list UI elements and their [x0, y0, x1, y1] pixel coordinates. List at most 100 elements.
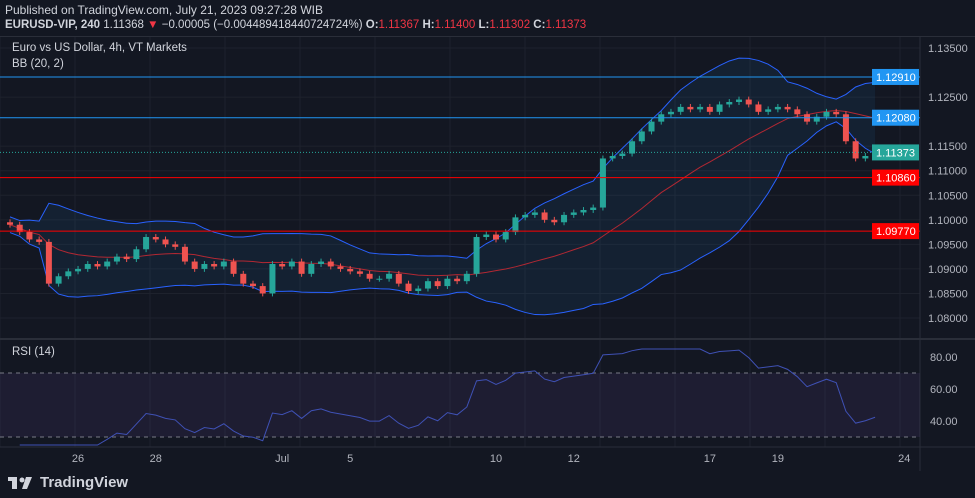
- price-tick-label: 1.13500: [928, 43, 968, 55]
- candle-body: [852, 141, 859, 159]
- price-tick-label: 1.08000: [928, 313, 968, 325]
- low-label: L:: [478, 19, 490, 31]
- candle-body: [580, 210, 587, 213]
- level-price-label: 1.12910: [876, 72, 916, 84]
- candle-body: [667, 111, 674, 115]
- price-tick-label: 1.11500: [928, 141, 967, 153]
- candle-body: [677, 106, 684, 112]
- candle-body: [454, 278, 461, 282]
- candle-body: [833, 111, 840, 115]
- candle-body: [473, 237, 480, 274]
- time-axis-label: 17: [704, 453, 716, 465]
- candle-body: [813, 116, 820, 122]
- candle-body: [220, 261, 227, 267]
- candle-body: [279, 264, 286, 267]
- candle-body: [7, 222, 13, 225]
- bb-legend[interactable]: BB (20, 2): [12, 58, 64, 70]
- high-label: H:: [422, 19, 435, 31]
- rsi-line: [19, 348, 876, 446]
- time-axis-label: Jul: [275, 453, 289, 465]
- candle-body: [376, 278, 383, 280]
- candle-body: [152, 237, 159, 240]
- candle-body: [862, 156, 869, 159]
- candle-body: [736, 99, 742, 102]
- level-price-label: 1.12080: [876, 113, 916, 125]
- chart-title: Euro vs US Dollar, 4h, VT Markets: [12, 42, 187, 54]
- rsi-background: [0, 373, 920, 437]
- high-value: 1.11400: [434, 19, 476, 31]
- candle-body: [599, 158, 606, 208]
- bb-fill: [10, 58, 876, 315]
- candle-body: [104, 261, 111, 267]
- candle-body: [230, 261, 237, 274]
- symbol-name[interactable]: EURUSD-VIP, 240: [5, 19, 101, 31]
- candle-body: [561, 214, 568, 223]
- candle-body: [638, 131, 645, 142]
- candle-body: [444, 278, 451, 287]
- time-axis-label: 10: [490, 453, 502, 465]
- candle-body: [395, 273, 402, 284]
- candle-body: [590, 207, 597, 210]
- price-tick-label: 1.12500: [928, 92, 968, 104]
- candle-body: [755, 104, 762, 112]
- open-value: 1.11367: [378, 19, 420, 31]
- candle-body: [512, 217, 519, 233]
- candle-body: [288, 261, 295, 267]
- candle-body: [483, 234, 490, 237]
- candle-body: [415, 288, 422, 291]
- candle-body: [337, 266, 344, 269]
- candle-body: [551, 219, 558, 223]
- price-tick-label: 1.11000: [928, 166, 967, 178]
- candle-body: [842, 114, 849, 142]
- bb-upper-band: [9, 57, 876, 259]
- candle-body: [143, 237, 150, 250]
- rsi-tick-label: 60.00: [930, 384, 958, 396]
- candle-body: [386, 273, 393, 279]
- rsi-legend[interactable]: RSI (14): [12, 346, 55, 358]
- candle-body: [687, 106, 694, 110]
- candle-body: [181, 246, 188, 262]
- time-axis-label: 24: [898, 453, 910, 465]
- candle-body: [648, 121, 655, 132]
- candle-body: [16, 224, 23, 233]
- candle-body: [745, 99, 752, 105]
- level-price-tag: [872, 68, 919, 85]
- price-tick-label: 1.10000: [928, 215, 968, 227]
- level-price-tag: [872, 223, 919, 240]
- candle-body: [327, 261, 334, 267]
- time-axis-label: 28: [150, 453, 162, 465]
- level-price-label: 1.10860: [876, 173, 916, 185]
- level-price-label: 1.09770: [876, 226, 916, 238]
- price-change: −0.00005 (−0.004489418440724724%): [161, 19, 363, 31]
- candle-body: [36, 239, 43, 242]
- footer-brand: TradingView: [40, 474, 129, 491]
- chart-area[interactable]: 1.13500 1.12500 1.11500 1.11000 1.10500 1.100…: [0, 36, 975, 471]
- price-chart[interactable]: 1.13500 1.12500 1.11500 1.11000 1.10500 1.100…: [0, 37, 975, 471]
- time-axis-label: 19: [772, 453, 784, 465]
- candle-body: [716, 104, 723, 112]
- rsi-tick-label: 80.00: [930, 352, 958, 364]
- time-axis-label: 12: [568, 453, 580, 465]
- candle-body: [784, 106, 791, 110]
- price-tick-label: 1.10500: [928, 190, 968, 202]
- last-price: 1.11368: [103, 19, 144, 31]
- candle-body: [493, 234, 499, 240]
- candle-body: [522, 214, 529, 218]
- candle-body: [541, 212, 548, 220]
- level-price-label: 1.11373: [876, 147, 915, 159]
- candle-body: [609, 156, 616, 159]
- candle-body: [201, 264, 208, 269]
- candle-body: [502, 232, 509, 240]
- bb-basis: [9, 109, 876, 277]
- candle-body: [298, 261, 305, 274]
- candle-body: [366, 273, 373, 279]
- tradingview-logo: TradingView: [8, 474, 128, 491]
- level-price-tag: [872, 109, 919, 126]
- candle-body: [133, 249, 140, 260]
- candle-body: [308, 264, 315, 274]
- candle-body: [405, 283, 412, 291]
- candle-body: [55, 276, 62, 284]
- candle-body: [424, 281, 431, 289]
- price-tick-label: 1.08500: [928, 288, 968, 300]
- price-tick-label: 1.09000: [928, 264, 968, 276]
